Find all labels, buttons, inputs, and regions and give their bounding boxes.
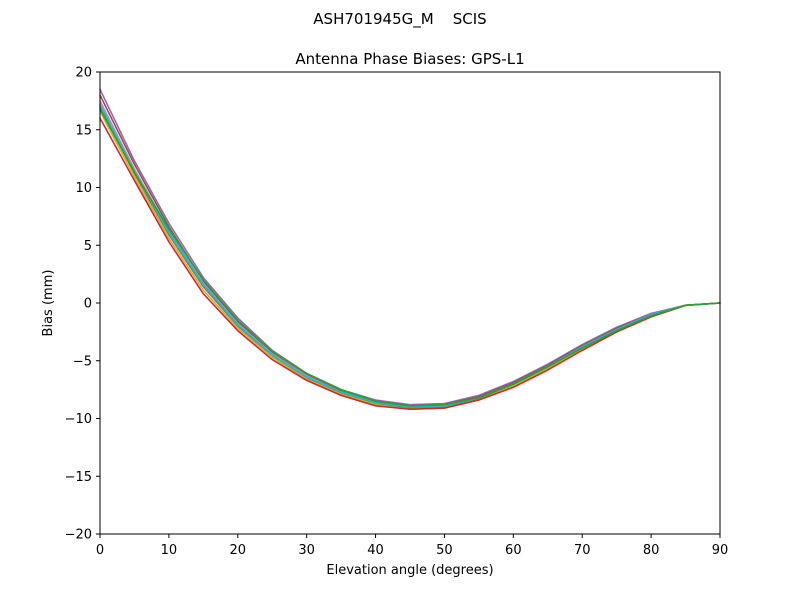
y-tick-label: 20	[75, 66, 92, 81]
y-tick-label: −5	[73, 354, 92, 369]
series-line-8	[99, 108, 721, 407]
x-tick-label: 50	[436, 543, 453, 558]
x-tick-label: 10	[161, 543, 178, 558]
x-tick-label: 60	[505, 543, 522, 558]
x-axis-ticks: 0 10 20 30 40 50 60 70 80 90	[96, 534, 728, 558]
series-line-6	[99, 117, 721, 411]
y-tick-label: −15	[65, 470, 92, 485]
figure-suptitle: ASH701945G_M SCIS	[313, 10, 486, 29]
x-tick-label: 20	[230, 543, 247, 558]
plot-area	[99, 71, 721, 535]
y-axis-ticks: −20 −15 −10 −5 0 5 10 15 20	[65, 66, 100, 543]
y-tick-label: 10	[75, 181, 92, 196]
y-tick-label: 15	[75, 123, 92, 138]
x-tick-label: 90	[712, 543, 729, 558]
x-tick-label: 80	[643, 543, 660, 558]
x-tick-label: 40	[367, 543, 384, 558]
y-tick-label: −10	[65, 412, 92, 427]
chart-title: Antenna Phase Biases: GPS-L1	[295, 50, 524, 68]
series-group	[99, 88, 721, 411]
x-tick-label: 30	[298, 543, 315, 558]
y-axis-label: Bias (mm)	[41, 270, 56, 337]
x-tick-label: 70	[574, 543, 591, 558]
y-tick-label: −20	[65, 528, 92, 543]
x-tick-label: 0	[96, 543, 104, 558]
y-tick-label: 5	[84, 239, 92, 254]
y-tick-label: 0	[84, 297, 92, 312]
series-line-7	[99, 103, 721, 408]
x-axis-label: Elevation angle (degrees)	[326, 563, 493, 578]
series-line-1	[99, 88, 721, 406]
plot-background	[100, 72, 720, 534]
